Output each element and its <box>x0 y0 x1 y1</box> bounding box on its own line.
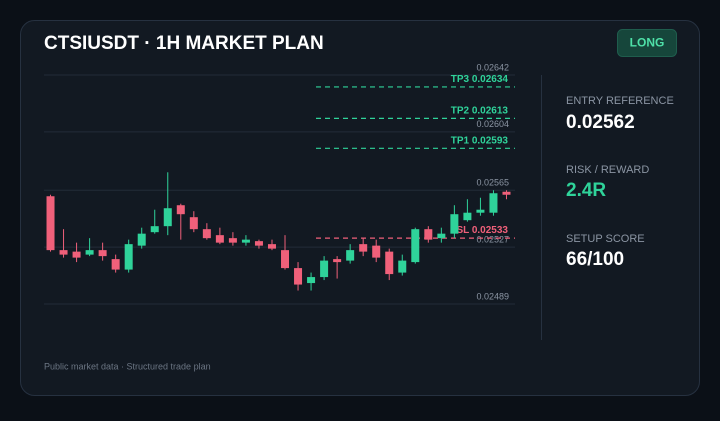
stat-value: 2.4R <box>566 180 606 201</box>
candle-body <box>307 277 316 284</box>
candle-body <box>72 251 81 258</box>
candle-body <box>241 239 250 243</box>
candle-body <box>85 250 94 255</box>
level-name: SL <box>456 225 469 236</box>
y-tick-label: 0.02489 <box>476 291 509 301</box>
candle-body <box>463 212 472 221</box>
candle-body <box>294 268 303 285</box>
level-label: SL 0.02533 <box>456 225 508 236</box>
candle-body <box>489 193 498 213</box>
candle-body <box>346 250 355 261</box>
level-label: TP3 0.02634 <box>451 74 509 85</box>
candle-body <box>176 205 185 215</box>
level-value: 0.02593 <box>472 135 509 146</box>
candle-body <box>228 238 237 243</box>
candle-body <box>476 209 485 213</box>
candle-body <box>137 233 146 246</box>
level-label: TP2 0.02613 <box>451 105 509 116</box>
candle-body <box>372 245 381 258</box>
candle-body <box>267 244 276 249</box>
y-tick-label: 0.02527 <box>476 235 509 245</box>
level-label: TP1 0.02593 <box>451 135 509 146</box>
card <box>20 20 700 396</box>
candle-body <box>189 217 198 230</box>
level-name: TP1 <box>451 135 470 146</box>
badge-bg <box>617 29 677 57</box>
level-value: 0.02634 <box>472 74 509 85</box>
candle-body <box>98 250 107 257</box>
y-tick-label: 0.02604 <box>476 119 509 129</box>
stat-label: SETUP SCORE <box>566 233 645 245</box>
candle-body <box>202 229 211 239</box>
candle-body <box>398 260 407 273</box>
candle-body <box>450 214 459 234</box>
footer: Public market data · Structured trade pl… <box>44 361 211 371</box>
candle-body <box>385 251 394 275</box>
candle-body <box>502 191 511 195</box>
level-name: TP3 <box>451 74 470 85</box>
stat-label: ENTRY REFERENCE <box>566 95 674 107</box>
level-value: 0.02533 <box>472 225 509 236</box>
level-name: TP2 <box>451 105 470 116</box>
candle-body <box>411 229 420 263</box>
stat-label: RISK / REWARD <box>566 164 649 176</box>
candle-body <box>359 244 368 252</box>
stat-value: 0.02562 <box>566 112 635 133</box>
badge[interactable]: LONG <box>630 36 665 50</box>
candle-body <box>281 250 290 269</box>
candle-body <box>215 235 224 243</box>
y-tick-label: 0.02565 <box>476 178 509 188</box>
candle-body <box>163 208 172 227</box>
title: CTSIUSDT · 1H MARKET PLAN <box>44 33 324 54</box>
candle-body <box>124 244 133 270</box>
candle-body <box>254 241 263 246</box>
stat-value: 66/100 <box>566 249 624 270</box>
candle-body <box>150 226 159 233</box>
plot: 0.02642 0.02604 0.02565 0.02527 0.02489 TP3 0… <box>44 62 515 305</box>
candle-body <box>46 196 55 251</box>
level-value: 0.02613 <box>472 105 509 116</box>
candle-body <box>437 233 446 239</box>
candle-body <box>320 260 329 278</box>
candle-body <box>59 250 68 255</box>
candle-body <box>333 259 342 263</box>
y-tick-label: 0.02642 <box>476 62 509 72</box>
candle-body <box>424 229 433 240</box>
candle-body <box>111 259 120 270</box>
